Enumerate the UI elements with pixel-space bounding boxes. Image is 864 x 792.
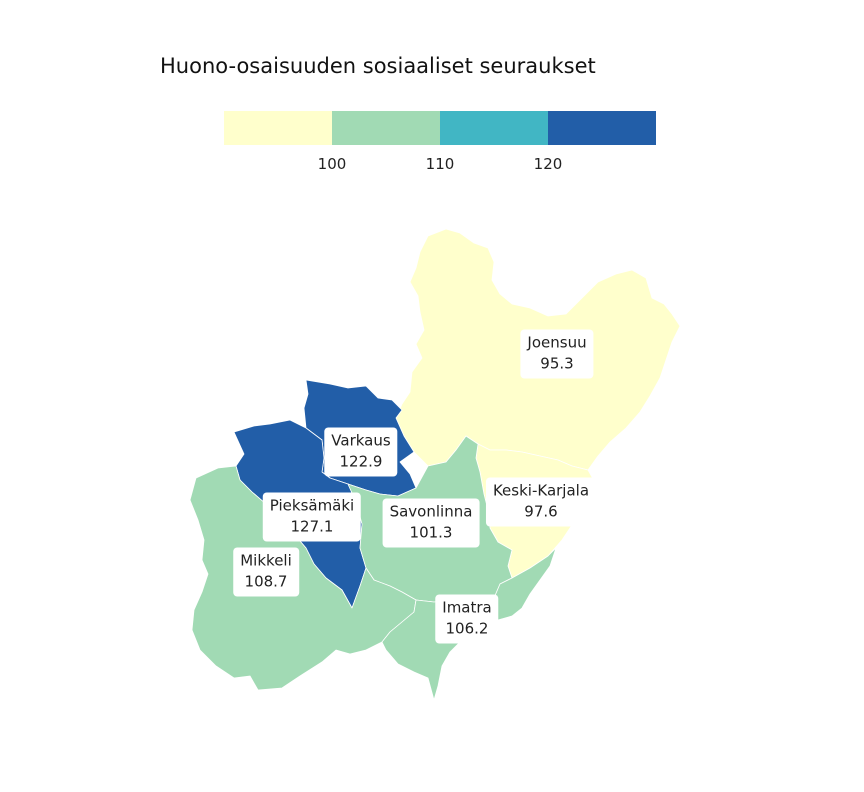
legend-swatch-1	[224, 111, 332, 145]
label-joensuu-name: Joensuu	[527, 333, 587, 352]
color-legend	[224, 111, 656, 145]
label-varkaus: Varkaus 122.9	[324, 427, 398, 477]
legend-swatch-3	[440, 111, 548, 145]
map-title: Huono-osaisuuden sosiaaliset seuraukset	[160, 54, 596, 78]
label-imatra-name: Imatra	[442, 598, 492, 617]
legend-swatch-2	[332, 111, 440, 145]
label-savonlinna-name: Savonlinna	[389, 502, 473, 521]
label-pieksamaki: Pieksämäki 127.1	[262, 492, 362, 542]
legend-tick-100: 100	[317, 155, 347, 173]
label-keski-karjala-name: Keski-Karjala	[492, 481, 590, 500]
label-keski-karjala: Keski-Karjala 97.6	[485, 477, 597, 527]
label-savonlinna: Savonlinna 101.3	[382, 498, 480, 548]
label-keski-karjala-value: 97.6	[524, 502, 558, 521]
legend-tick-110: 110	[425, 155, 455, 173]
label-imatra: Imatra 106.2	[435, 594, 499, 644]
label-joensuu: Joensuu 95.3	[520, 329, 594, 379]
label-mikkeli-value: 108.7	[244, 572, 288, 591]
label-imatra-value: 106.2	[445, 619, 489, 638]
legend-swatch-4	[548, 111, 656, 145]
label-mikkeli-name: Mikkeli	[240, 551, 292, 570]
label-varkaus-value: 122.9	[339, 452, 383, 471]
label-joensuu-value: 95.3	[540, 354, 574, 373]
label-varkaus-name: Varkaus	[331, 431, 391, 450]
label-mikkeli: Mikkeli 108.7	[233, 547, 299, 597]
label-pieksamaki-name: Pieksämäki	[269, 496, 355, 515]
label-savonlinna-value: 101.3	[409, 523, 453, 542]
legend-tick-120: 120	[533, 155, 563, 173]
label-pieksamaki-value: 127.1	[290, 517, 334, 536]
